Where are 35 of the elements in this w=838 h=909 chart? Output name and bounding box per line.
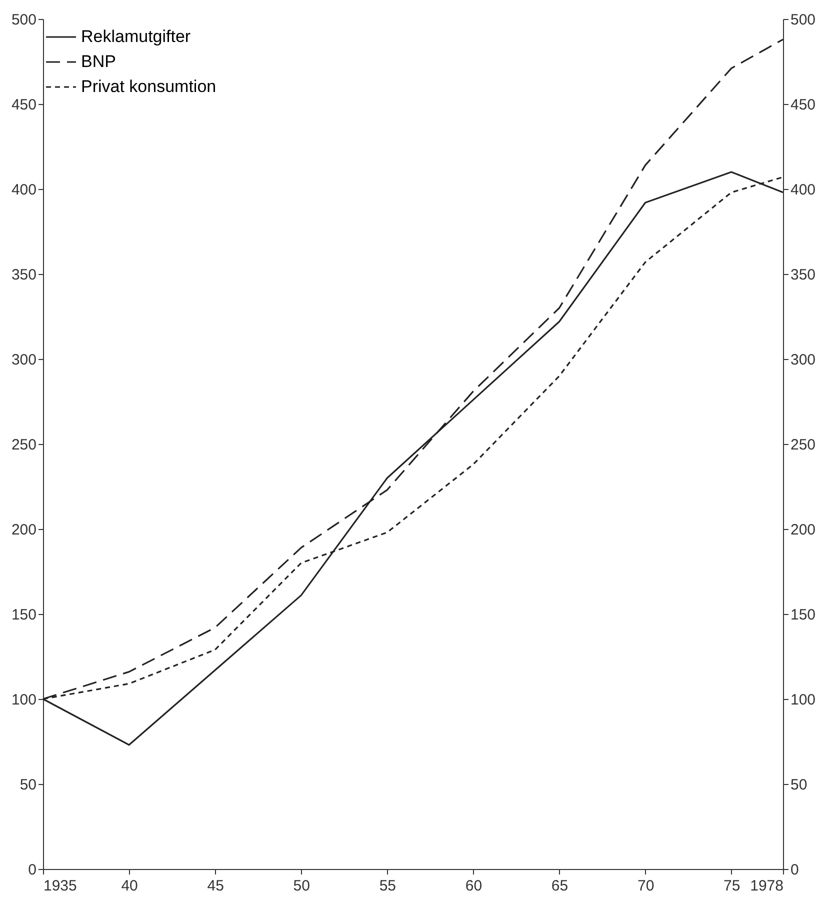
y2-tick-label: 150: [790, 606, 816, 624]
y2-tick-label: 200: [790, 522, 816, 538]
y2-tick-label: 250: [790, 436, 816, 454]
y-tick-label: 400: [11, 182, 36, 198]
y2-tick-label: 350: [790, 266, 816, 284]
y2-tick-label: 400: [790, 182, 816, 198]
x-tick-label: 1935: [44, 878, 77, 894]
x-tick-label: 40: [121, 878, 138, 894]
legend-label: Reklamutgifter: [81, 27, 191, 46]
legend-label: Privat konsumtion: [81, 77, 216, 96]
y2-tick-label: 50: [790, 776, 808, 794]
y2-tick-label: 450: [790, 96, 816, 114]
y2-tick-label: 300: [790, 352, 816, 368]
x-tick-label: 55: [379, 878, 396, 894]
y-tick-label: 500: [11, 12, 36, 28]
x-tick-label: 75: [724, 878, 740, 894]
legend-label: BNP: [81, 52, 116, 71]
y-tick-label: 200: [11, 522, 36, 538]
y-tick-label: 300: [11, 352, 36, 368]
x-tick-label: 65: [551, 878, 568, 894]
y-tick-label: 150: [11, 606, 36, 624]
y-tick-label: 350: [11, 266, 36, 284]
y2-tick-label: 100: [790, 692, 816, 708]
y-tick-label: 50: [20, 776, 36, 794]
y-tick-label: 0: [28, 862, 36, 878]
y2-tick-label: 0: [790, 862, 799, 878]
x-tick-label: 1978: [750, 878, 784, 894]
x-tick-label: 50: [293, 878, 310, 894]
y-tick-label: 450: [11, 96, 36, 114]
x-tick-label: 60: [465, 878, 482, 894]
x-tick-label: 45: [207, 878, 224, 894]
y-tick-label: 100: [11, 692, 36, 708]
x-tick-label: 70: [637, 878, 654, 894]
y-tick-label: 250: [11, 436, 36, 454]
y2-tick-label: 500: [790, 12, 816, 28]
